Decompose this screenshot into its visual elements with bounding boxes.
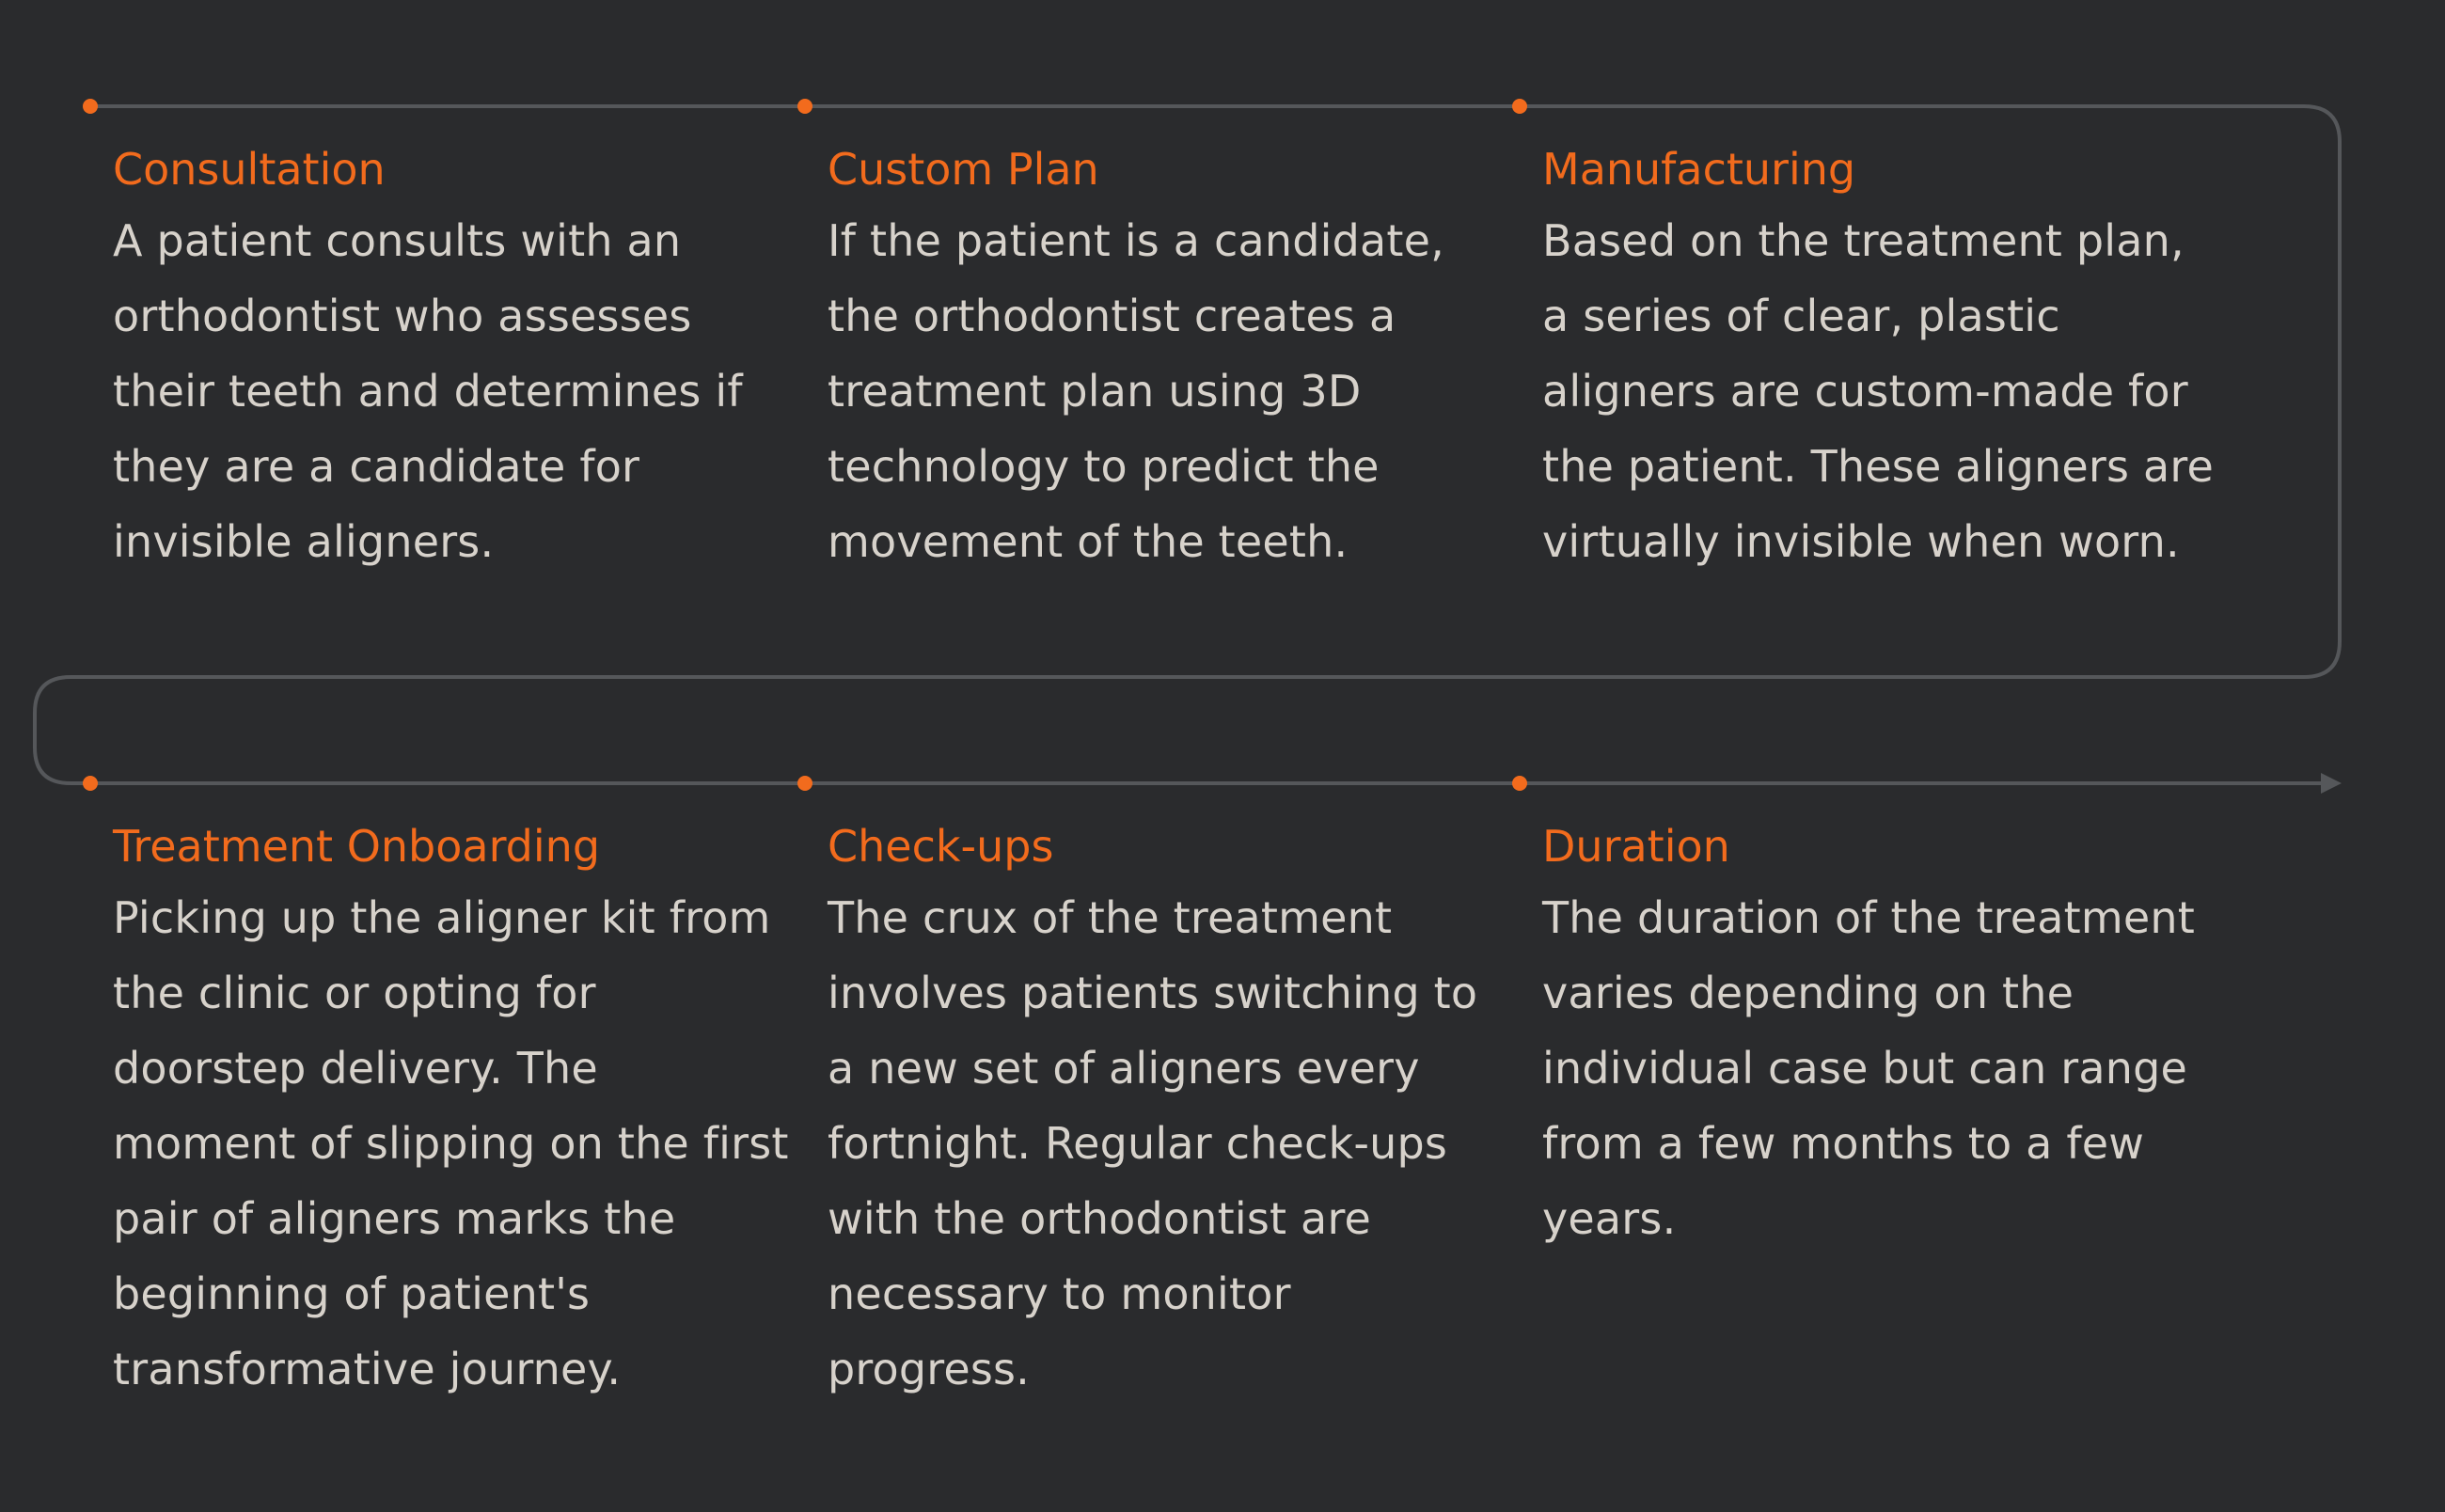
step-marker-2 — [797, 99, 812, 114]
step-marker-4 — [83, 776, 98, 791]
step-title: Treatment Onboarding — [113, 821, 601, 872]
arrow-head-icon — [2321, 773, 2342, 794]
step-consultation: Consultation A patient consults with an … — [113, 143, 790, 579]
step-title: Duration — [1542, 821, 1730, 872]
step-description: A patient consults with an orthodontist … — [113, 215, 743, 567]
step-title: Check-ups — [828, 821, 1054, 872]
step-title: Manufacturing — [1542, 144, 1856, 195]
step-title: Custom Plan — [828, 144, 1099, 195]
step-manufacturing: Manufacturing Based on the treatment pla… — [1542, 143, 2219, 579]
step-description: Based on the treatment plan, a series of… — [1542, 215, 2214, 567]
step-marker-3 — [1512, 99, 1527, 114]
step-marker-5 — [797, 776, 812, 791]
step-description: The crux of the treatment involves patie… — [828, 892, 1478, 1394]
step-description: Picking up the aligner kit from the clin… — [113, 892, 789, 1394]
timeline-path — [33, 104, 2342, 785]
step-duration: Duration The duration of the treatment v… — [1542, 820, 2219, 1256]
step-description: If the patient is a candidate, the ortho… — [828, 215, 1444, 567]
step-custom-plan: Custom Plan If the patient is a candidat… — [828, 143, 1505, 579]
step-treatment-onboarding: Treatment Onboarding Picking up the alig… — [113, 820, 790, 1407]
step-check-ups: Check-ups The crux of the treatment invo… — [828, 820, 1505, 1407]
step-description: The duration of the treatment varies dep… — [1542, 892, 2196, 1244]
step-title: Consultation — [113, 144, 386, 195]
step-marker-1 — [83, 99, 98, 114]
step-marker-6 — [1512, 776, 1527, 791]
